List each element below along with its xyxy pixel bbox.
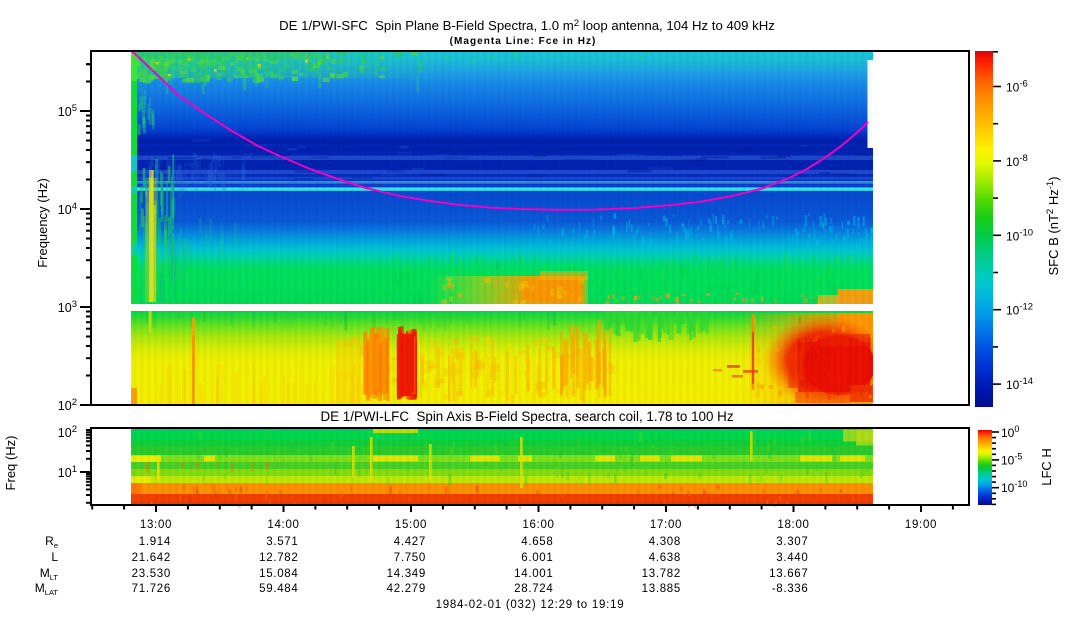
svg-text:14.349: 14.349 xyxy=(387,568,426,580)
svg-text:DE 1/PWI-SFC Spin Plane B-Fie: DE 1/PWI-SFC Spin Plane B-Field Spectra,… xyxy=(279,18,775,33)
svg-text:1.914: 1.914 xyxy=(139,536,171,548)
svg-text:13.667: 13.667 xyxy=(769,568,808,580)
svg-text:4.308: 4.308 xyxy=(649,536,681,548)
svg-text:7.750: 7.750 xyxy=(394,552,426,564)
svg-text:23.530: 23.530 xyxy=(132,568,171,580)
svg-text:14:00: 14:00 xyxy=(267,519,299,531)
svg-text:3.307: 3.307 xyxy=(776,536,808,548)
svg-text:71.726: 71.726 xyxy=(132,583,171,595)
svg-text:1984-02-01 (032) 12:29 to 19:1: 1984-02-01 (032) 12:29 to 19:19 xyxy=(436,599,625,611)
svg-text:13.885: 13.885 xyxy=(642,583,681,595)
svg-text:(Magenta Line: Fce in Hz): (Magenta Line: Fce in Hz) xyxy=(450,36,597,47)
svg-text:13:00: 13:00 xyxy=(140,519,172,531)
svg-text:16:00: 16:00 xyxy=(522,519,554,531)
svg-text:4.427: 4.427 xyxy=(394,536,426,548)
svg-text:18:00: 18:00 xyxy=(777,519,809,531)
svg-text:4.638: 4.638 xyxy=(649,552,681,564)
svg-text:Freq (Hz): Freq (Hz) xyxy=(3,436,18,491)
svg-text:4.658: 4.658 xyxy=(521,536,553,548)
svg-text:21.642: 21.642 xyxy=(132,552,171,564)
svg-text:Frequency (Hz): Frequency (Hz) xyxy=(35,178,50,268)
svg-text:17:00: 17:00 xyxy=(650,519,682,531)
svg-text:28.724: 28.724 xyxy=(514,583,553,595)
svg-text:L: L xyxy=(51,550,58,564)
svg-text:LFC H: LFC H xyxy=(1039,448,1054,486)
svg-text:59.484: 59.484 xyxy=(259,583,298,595)
svg-text:13.782: 13.782 xyxy=(642,568,681,580)
svg-text:3.440: 3.440 xyxy=(776,552,808,564)
svg-text:19:00: 19:00 xyxy=(905,519,937,531)
svg-text:42.279: 42.279 xyxy=(387,583,426,595)
svg-text:12.782: 12.782 xyxy=(259,552,298,564)
svg-text:SFC B (nT2 Hz-1): SFC B (nT2 Hz-1) xyxy=(1045,177,1061,276)
svg-text:15.084: 15.084 xyxy=(259,568,298,580)
svg-text:6.001: 6.001 xyxy=(521,552,553,564)
svg-text:14.001: 14.001 xyxy=(514,568,553,580)
svg-text:-8.336: -8.336 xyxy=(772,583,809,595)
svg-text:DE 1/PWI-LFC Spin Axis B-Fiel: DE 1/PWI-LFC Spin Axis B-Field Spectra, … xyxy=(320,409,733,424)
svg-text:15:00: 15:00 xyxy=(395,519,427,531)
svg-text:3.571: 3.571 xyxy=(266,536,298,548)
